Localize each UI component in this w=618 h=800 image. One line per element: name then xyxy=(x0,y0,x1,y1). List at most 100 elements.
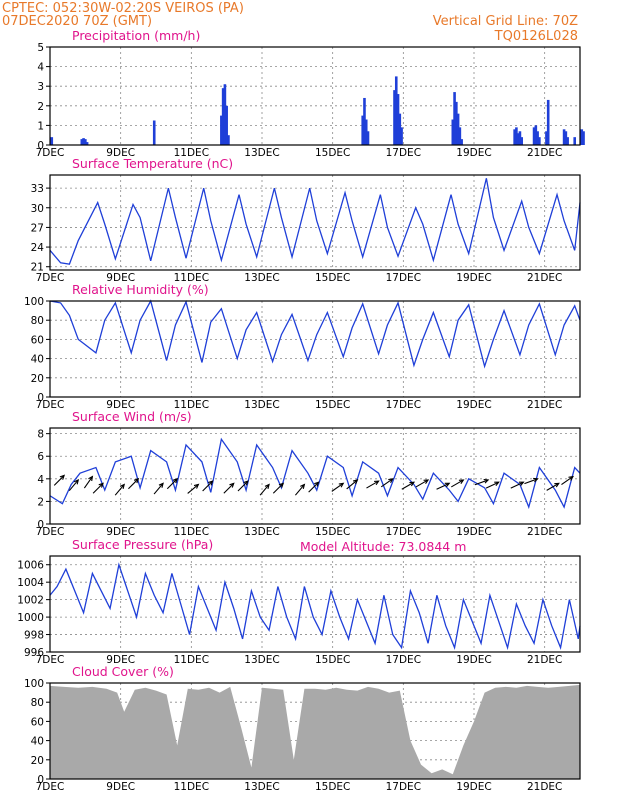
wind-arrow xyxy=(436,482,451,490)
wind-x-tick: 19DEC xyxy=(456,526,491,538)
precipitation-bar xyxy=(455,101,458,145)
temperature-y-tick: 33 xyxy=(31,183,44,195)
humidity-y-tick: 20 xyxy=(31,373,44,385)
wind-x-tick: 17DEC xyxy=(386,526,421,538)
model-altitude: Model Altitude: 73.0844 m xyxy=(300,539,466,554)
precipitation-bar xyxy=(221,88,225,145)
precipitation-y-tick: 5 xyxy=(37,42,44,54)
header-grid-line: Vertical Grid Line: 70Z xyxy=(433,14,578,29)
precipitation-bar xyxy=(394,76,398,145)
precipitation-bar xyxy=(532,127,536,145)
humidity-x-tick: 19DEC xyxy=(456,399,491,411)
pressure-frame xyxy=(49,555,581,653)
precipitation-bar xyxy=(361,115,364,145)
precipitation-bar xyxy=(580,129,584,145)
pressure-y-tick: 996 xyxy=(24,647,44,659)
precipitation-bar xyxy=(573,137,576,145)
precipitation-bar xyxy=(398,113,402,145)
precipitation-bar xyxy=(366,131,370,145)
precipitation-bar xyxy=(534,125,538,145)
header-location: CPTEC: 052:30W-02:20S VEIROS (PA) xyxy=(2,1,244,16)
precipitation-bar xyxy=(582,131,585,145)
humidity-x-tick: 21DEC xyxy=(527,399,562,411)
precipitation-bar xyxy=(220,115,223,145)
pressure-x-tick: 7DEC xyxy=(36,654,65,666)
precipitation-bar xyxy=(82,138,85,145)
wind-arrow xyxy=(202,480,214,492)
wind-arrow xyxy=(259,483,270,496)
precipitation-bar xyxy=(396,94,400,145)
pressure-y-tick: 998 xyxy=(24,630,44,642)
precipitation-bar xyxy=(513,129,516,145)
cloud-cover-y-tick: 80 xyxy=(31,697,44,709)
pressure-x-tick: 21DEC xyxy=(527,654,562,666)
cloud-cover-title: Cloud Cover (%) xyxy=(72,664,174,679)
temperature-x-tick: 7DEC xyxy=(36,272,65,284)
humidity-x-tick: 13DEC xyxy=(244,399,279,411)
wind-arrow xyxy=(294,483,306,496)
wind-arrow xyxy=(68,478,80,492)
pressure-x-tick: 9DEC xyxy=(106,654,135,666)
cloud-cover-frame xyxy=(49,682,581,780)
pressure-y-tick: 1004 xyxy=(17,577,44,589)
wind-y-tick: 6 xyxy=(37,451,44,463)
cloud-cover-y-tick: 0 xyxy=(37,774,44,786)
temperature-x-tick: 21DEC xyxy=(527,272,562,284)
humidity-y-tick: 80 xyxy=(31,315,44,327)
wind-x-tick: 15DEC xyxy=(315,526,350,538)
temperature-y-tick: 21 xyxy=(31,262,44,274)
precipitation-bar xyxy=(460,139,463,145)
precipitation-bar xyxy=(50,137,54,145)
precipitation-x-tick: 15DEC xyxy=(315,147,350,159)
wind-y-tick: 2 xyxy=(37,496,44,508)
precipitation-bar xyxy=(515,127,518,145)
temperature-frame xyxy=(49,174,581,271)
wind-panel: Surface Wind (m/s) 7DEC 9DEC 11DEC 13DEC 15DE… xyxy=(36,409,581,538)
precipitation-bar xyxy=(538,137,541,145)
precipitation-bar xyxy=(458,127,462,145)
temperature-x-tick: 19DEC xyxy=(456,272,491,284)
header-model-code: TQ0126L028 xyxy=(494,29,578,44)
wind-arrow xyxy=(223,482,235,494)
pressure-y-tick: 1006 xyxy=(17,560,44,572)
pressure-x-tick: 17DEC xyxy=(386,654,421,666)
header-date: 07DEC2020 70Z (GMT) xyxy=(2,14,152,29)
precipitation-bar xyxy=(518,131,522,145)
humidity-y-tick: 40 xyxy=(31,354,44,366)
wind-arrow xyxy=(187,483,200,494)
wind-arrow xyxy=(561,475,574,486)
wind-x-tick: 7DEC xyxy=(36,526,65,538)
temperature-y-tick: 30 xyxy=(31,203,44,215)
cloud-cover-x-tick: 7DEC xyxy=(36,781,65,793)
pressure-panel: Surface Pressure (hPa) 7DEC 9DEC 11DEC 13DEC… xyxy=(17,537,581,666)
temperature-x-tick: 9DEC xyxy=(106,272,135,284)
humidity-x-tick: 15DEC xyxy=(315,399,350,411)
humidity-frame xyxy=(49,300,581,398)
precipitation-x-tick: 17DEC xyxy=(386,147,421,159)
wind-arrow xyxy=(510,481,525,489)
wind-y-tick: 4 xyxy=(37,474,44,486)
wind-arrow xyxy=(114,483,126,496)
precipitation-y-tick: 3 xyxy=(37,81,44,93)
humidity-panel: Relative Humidity (%) 7DEC 9DEC 11DEC 13DEC 1… xyxy=(24,282,581,411)
wind-arrow xyxy=(166,477,179,490)
wind-arrow xyxy=(524,477,539,485)
wind-title: Surface Wind (m/s) xyxy=(72,409,192,424)
cloud-cover-x-tick: 15DEC xyxy=(315,781,350,793)
humidity-line xyxy=(49,299,581,369)
wind-arrow xyxy=(366,480,380,489)
precipitation-y-tick: 4 xyxy=(37,62,44,74)
precipitation-bar xyxy=(451,119,455,145)
wind-arrow xyxy=(83,475,94,489)
precipitation-bar xyxy=(564,131,568,145)
wind-arrow xyxy=(415,479,430,488)
wind-arrow xyxy=(92,482,104,494)
cloud-cover-x-tick: 13DEC xyxy=(244,781,279,793)
wind-y-tick: 8 xyxy=(37,429,44,441)
temperature-line xyxy=(49,178,581,265)
precipitation-bar xyxy=(225,105,228,145)
wind-arrow xyxy=(53,474,66,486)
pressure-x-tick: 11DEC xyxy=(174,654,209,666)
pressure-x-tick: 13DEC xyxy=(244,654,279,666)
